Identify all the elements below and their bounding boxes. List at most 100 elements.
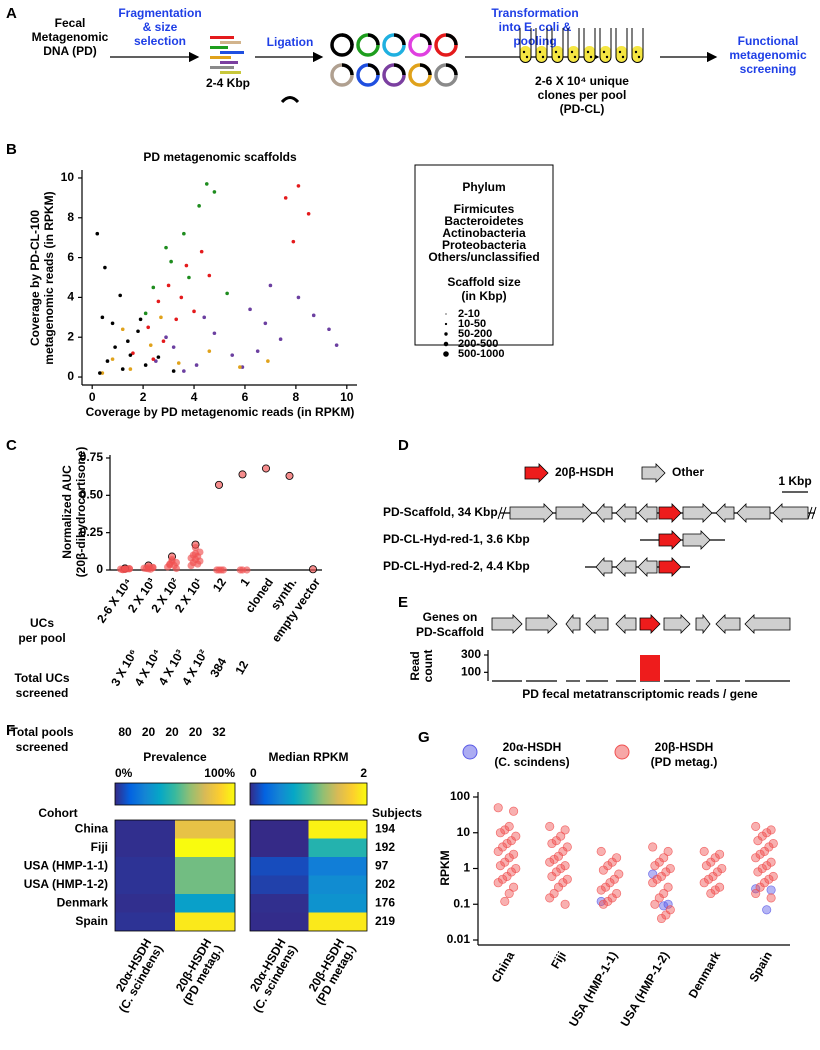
point <box>128 353 133 357</box>
construct-label: PD-Scaffold, 34 Kbp <box>383 505 498 519</box>
point <box>176 361 181 365</box>
size-legend-entry: 50-200 <box>458 328 492 340</box>
row-title: Total UCs <box>14 671 69 685</box>
row-label: Spain <box>75 914 108 928</box>
heat-cell <box>308 857 367 876</box>
extra-title: Subjects <box>372 806 422 820</box>
row-label: Fiji <box>91 840 108 854</box>
plasmid-vector <box>419 63 432 76</box>
tube <box>535 28 548 63</box>
legend-entry: 20β-HSDH <box>555 465 614 479</box>
point <box>601 882 611 892</box>
plasmid-vector <box>393 33 406 46</box>
point <box>156 299 161 304</box>
subjects: 194 <box>375 821 395 835</box>
subjects: 192 <box>375 840 395 854</box>
point <box>95 231 100 236</box>
point <box>753 867 763 877</box>
point <box>159 315 163 320</box>
row-title: Total pools <box>10 725 73 739</box>
point <box>648 878 658 888</box>
point <box>500 825 510 835</box>
size-legend-title: (in Kbp) <box>461 289 506 303</box>
row-title: Cohort <box>38 806 77 820</box>
heat-cell <box>115 857 175 876</box>
colony <box>605 55 609 59</box>
gene-arrow <box>615 557 637 577</box>
legend-entry: Proteobacteria <box>442 238 526 252</box>
x-tick-label: 8 <box>293 390 300 404</box>
legend-entry: Others/unclassified <box>428 250 539 264</box>
rotated-label: 12 <box>232 658 251 677</box>
tube <box>583 28 596 63</box>
rotated-label: 12 <box>210 575 229 594</box>
size-legend-entry: 200-500 <box>458 338 498 350</box>
gene-arrow <box>772 503 809 523</box>
point <box>334 343 339 347</box>
row-title: screened <box>16 686 69 700</box>
point <box>172 564 180 573</box>
point <box>547 871 557 881</box>
fragment <box>220 41 241 44</box>
subjects: 219 <box>375 914 395 928</box>
plasmid-vector <box>341 63 354 76</box>
rotated-label: 20β-HSDH(PD metag.) <box>306 936 359 1007</box>
colony <box>618 50 622 54</box>
heat-cell <box>175 894 235 913</box>
fragment <box>210 56 231 59</box>
point <box>100 371 105 375</box>
colorbar-label: 0% <box>115 766 133 780</box>
colony <box>621 55 625 59</box>
y-tick-label: 0.25 <box>80 525 104 539</box>
y-axis-label: Normalized AUC <box>60 465 74 559</box>
point <box>202 315 207 320</box>
point <box>706 888 716 899</box>
panel-label: A <box>6 5 17 22</box>
tube-liquid <box>616 46 627 62</box>
point <box>766 885 776 895</box>
point <box>598 865 608 875</box>
point <box>493 846 503 856</box>
row-label: Denmark <box>57 895 109 909</box>
y-tick-label: 100 <box>461 665 481 679</box>
point <box>306 211 311 216</box>
point <box>179 295 184 300</box>
plasmid-vector <box>419 33 432 46</box>
point <box>596 885 606 895</box>
gene-arrow <box>615 614 637 634</box>
point <box>110 357 115 361</box>
x-tick-label: 12 <box>210 575 229 594</box>
tube-liquid <box>552 46 563 62</box>
vector-arc <box>280 96 300 104</box>
point <box>148 343 153 347</box>
point <box>243 566 251 574</box>
total-ucs: 12 <box>232 658 251 677</box>
colony <box>525 55 529 59</box>
legend-entry: (C. scindens) <box>494 755 569 769</box>
point <box>699 846 709 856</box>
plasmid-vector <box>445 63 458 76</box>
colony <box>586 50 590 54</box>
point <box>166 283 171 288</box>
point <box>131 351 135 355</box>
colony <box>538 50 542 54</box>
step-label: metagenomic <box>729 48 807 62</box>
subjects: 202 <box>375 877 395 891</box>
row-label: USA (HMP-1-2) <box>24 877 108 891</box>
pool-label: (PD-CL) <box>560 102 605 116</box>
point <box>751 821 761 832</box>
point <box>164 335 168 340</box>
step-label: screening <box>740 62 797 76</box>
point <box>123 565 131 573</box>
point <box>171 369 176 373</box>
point <box>493 803 503 813</box>
y-axis-label: (20β-dihydrocortisone) <box>74 447 88 578</box>
point <box>768 871 778 881</box>
heat-cell <box>250 857 309 876</box>
point <box>166 561 174 569</box>
y-axis-label: metagenomic reads (in RPKM) <box>42 191 56 364</box>
tube-liquid <box>536 46 547 62</box>
point <box>708 871 718 881</box>
rotated-label: Read count <box>408 650 435 683</box>
